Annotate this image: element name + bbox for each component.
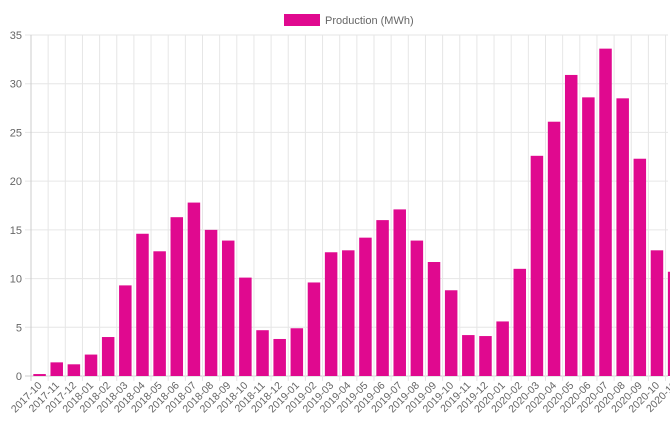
bar-2019-02[interactable] [307, 282, 321, 376]
bar-2017-12[interactable] [67, 364, 81, 376]
bar-2019-06[interactable] [376, 220, 389, 376]
bar-2018-02[interactable] [101, 337, 115, 376]
bar-2020-07[interactable] [599, 48, 612, 376]
bar-2020-06[interactable] [582, 97, 595, 377]
y-axis-ticks: 0 5 10 15 20 25 30 35 [10, 30, 22, 383]
y-tick-label: 30 [10, 79, 22, 91]
bar-2018-05[interactable] [153, 251, 166, 376]
bar-2018-03[interactable] [119, 285, 132, 376]
bar-2019-04[interactable] [342, 250, 355, 376]
bar-2020-09[interactable] [633, 158, 647, 376]
bar-2017-10[interactable] [33, 374, 46, 376]
bar-2018-06[interactable] [170, 217, 184, 376]
bar-2020-11[interactable] [667, 271, 670, 376]
bar-2020-05[interactable] [564, 74, 578, 377]
y-tick-label: 10 [10, 274, 22, 286]
bar-2020-02[interactable] [513, 268, 527, 376]
legend-swatch[interactable] [284, 14, 320, 26]
bar-2017-11[interactable] [50, 362, 63, 376]
y-tick-label: 15 [10, 225, 22, 237]
bar-2019-03[interactable] [324, 252, 338, 376]
bars-layer [33, 48, 670, 377]
bar-2018-08[interactable] [204, 229, 218, 376]
bar-2019-08[interactable] [410, 240, 424, 376]
bar-2019-09[interactable] [427, 262, 441, 376]
y-tick-label: 20 [10, 176, 22, 188]
bar-2020-03[interactable] [530, 155, 544, 376]
bar-2020-10[interactable] [650, 250, 664, 376]
bar-2018-09[interactable] [221, 240, 235, 376]
bar-2018-04[interactable] [136, 233, 149, 376]
bar-2019-11[interactable] [462, 335, 475, 376]
y-tick-label: 25 [10, 127, 22, 139]
bar-2019-01[interactable] [290, 328, 304, 376]
bar-2018-11[interactable] [256, 330, 269, 376]
bar-2020-08[interactable] [616, 98, 629, 376]
bar-2019-07[interactable] [393, 209, 406, 376]
bar-2019-10[interactable] [444, 290, 458, 376]
bar-2018-07[interactable] [187, 202, 201, 376]
bar-2018-10[interactable] [239, 277, 252, 376]
chart-legend[interactable]: Production (MWh) [284, 14, 414, 27]
legend-label[interactable]: Production (MWh) [325, 15, 414, 27]
x-axis-ticks: 2017-102017-112017-122018-012018-022018-… [9, 380, 670, 416]
bar-2020-01[interactable] [496, 321, 509, 376]
grid-layer [25, 34, 668, 381]
bar-2018-12[interactable] [273, 338, 286, 376]
y-tick-label: 5 [16, 322, 22, 334]
y-tick-label: 35 [10, 30, 22, 42]
bar-2020-04[interactable] [547, 121, 561, 376]
bar-2019-12[interactable] [479, 336, 492, 376]
bar-2019-05[interactable] [359, 237, 372, 376]
bar-2018-01[interactable] [84, 354, 98, 376]
y-tick-label: 0 [16, 371, 22, 383]
